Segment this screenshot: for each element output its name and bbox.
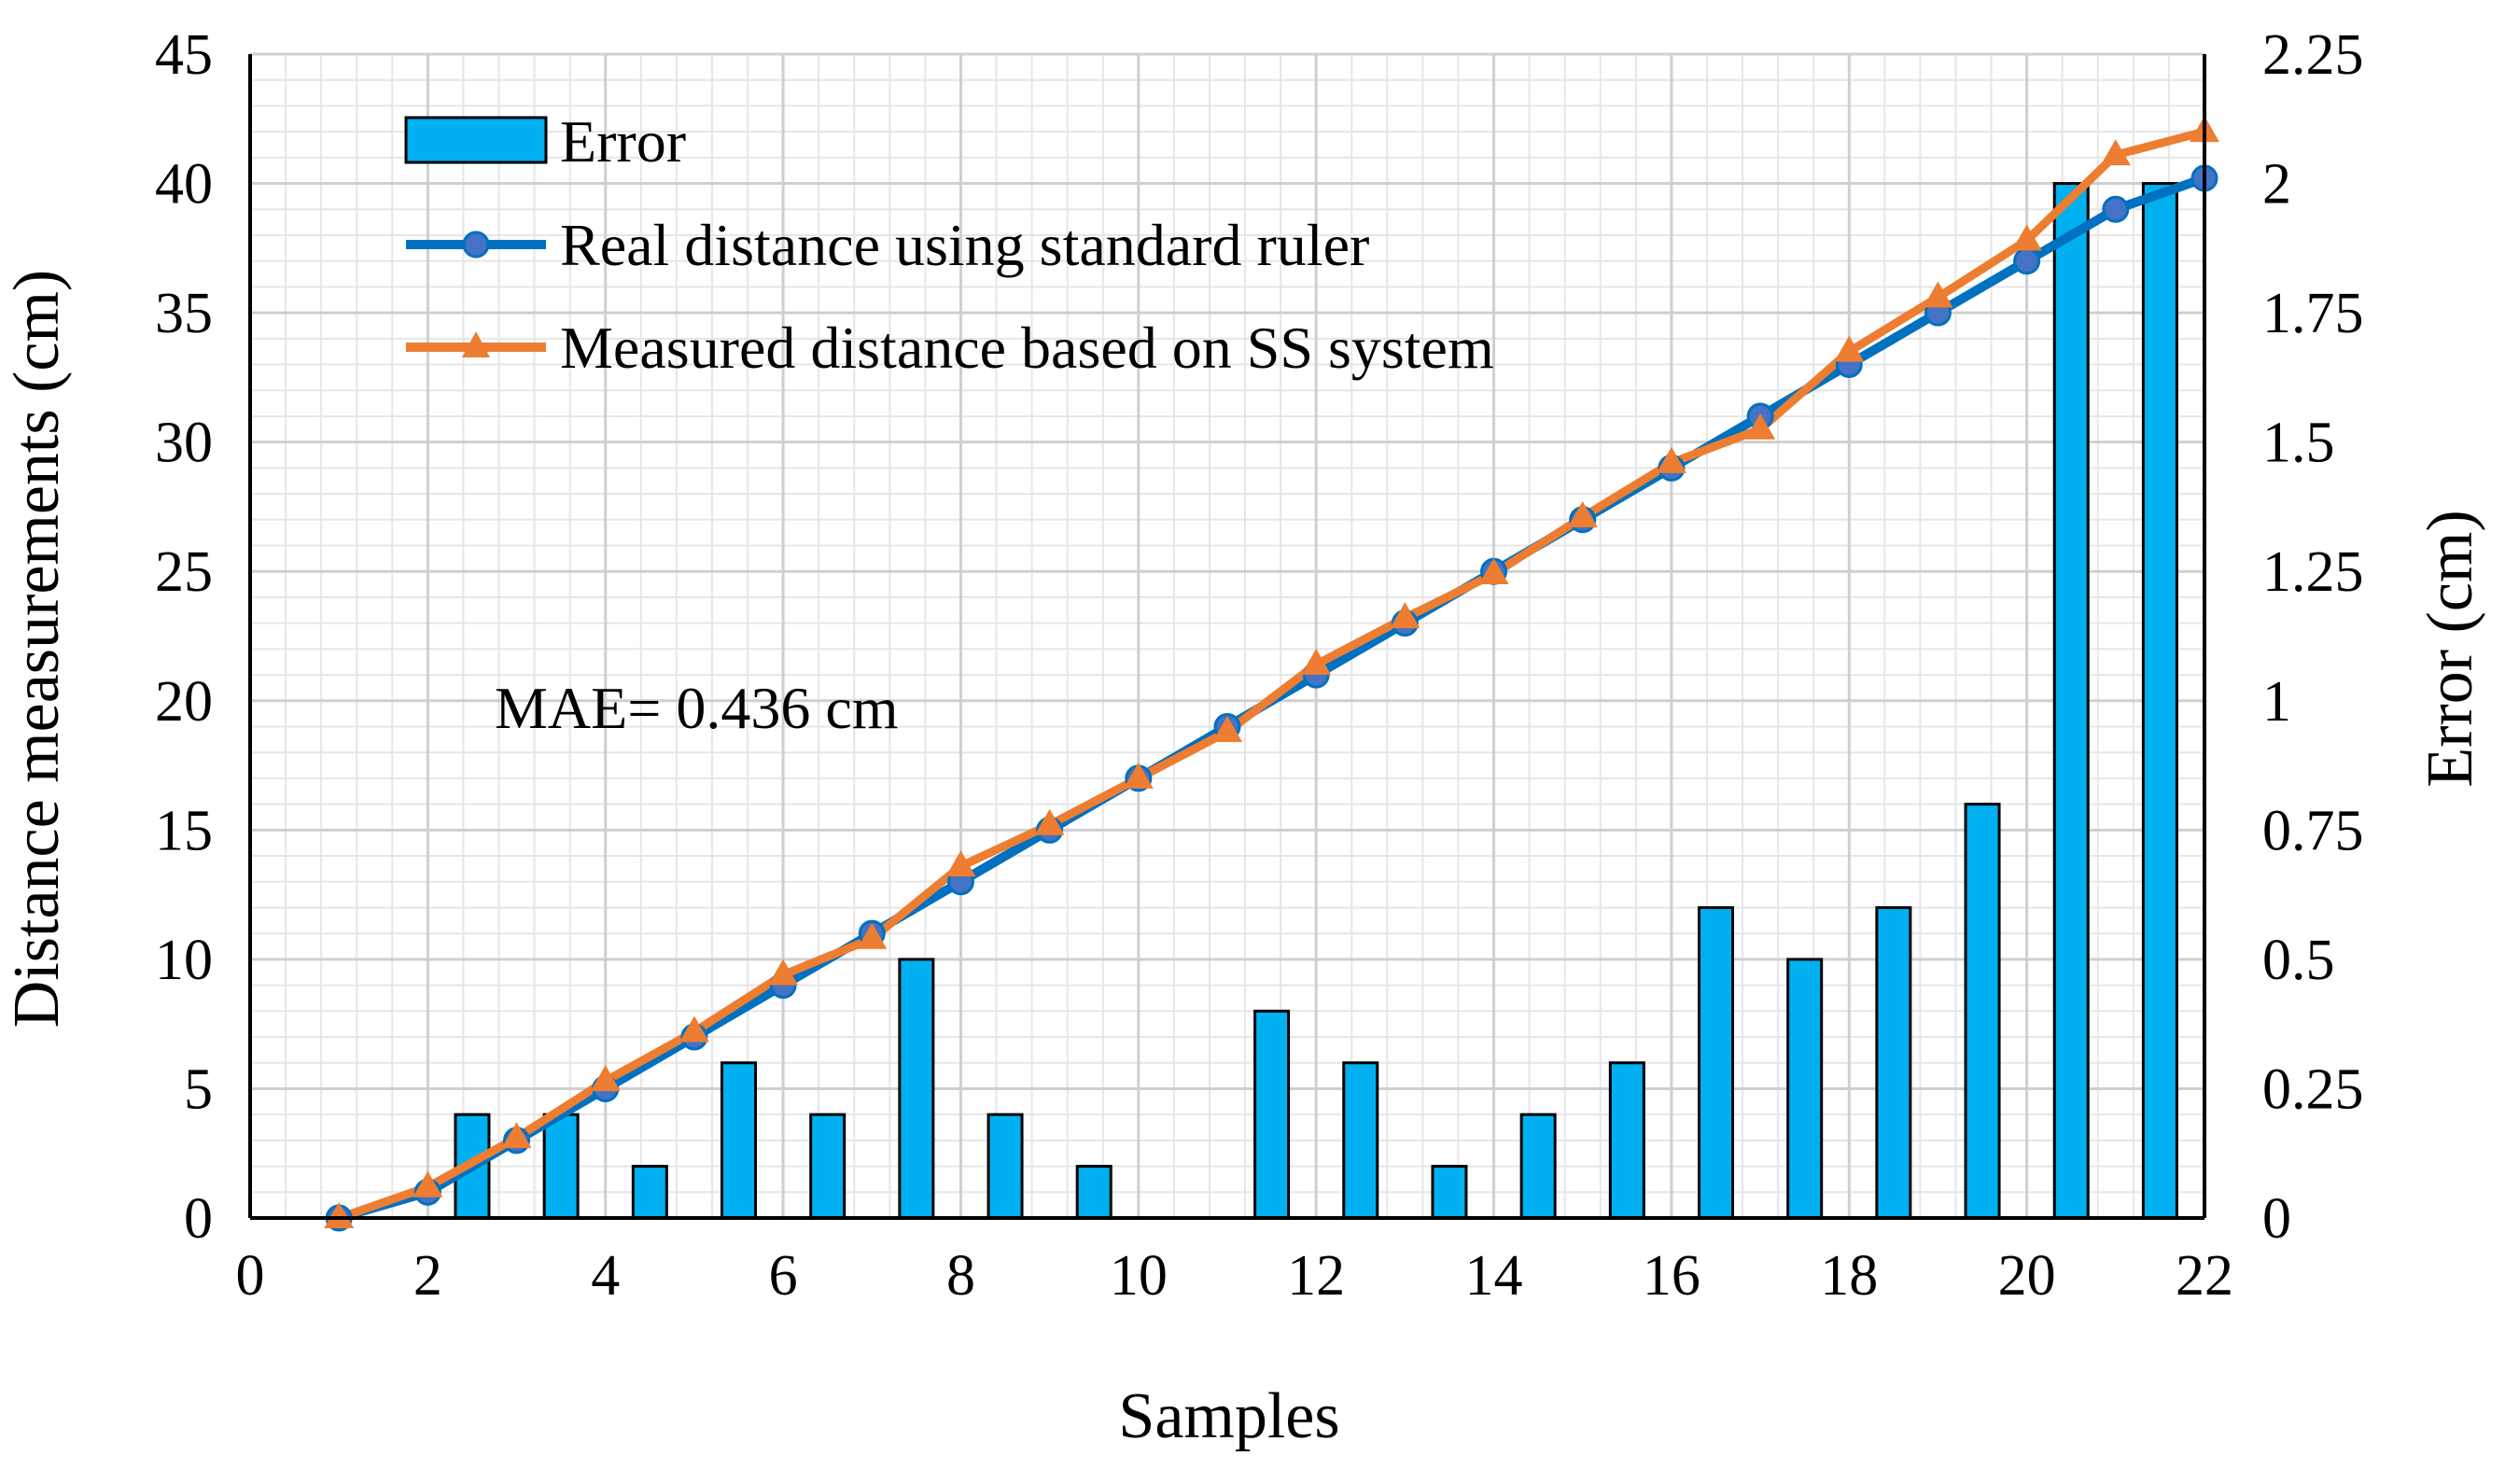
legend-swatch-error — [404, 116, 548, 164]
y-right-tick-label: 1.75 — [2262, 282, 2364, 345]
measured-distance-point — [590, 1065, 621, 1092]
measured-distance-point — [1656, 446, 1686, 473]
measured-distance-point — [945, 850, 976, 877]
y-right-tick-label: 1.25 — [2262, 540, 2364, 604]
x-tick-label: 22 — [2176, 1244, 2233, 1308]
error-bar — [542, 1113, 580, 1220]
error-bar — [898, 958, 935, 1220]
x-tick-label: 0 — [236, 1244, 265, 1308]
measured-distance-point — [413, 1170, 443, 1197]
x-tick-label: 8 — [946, 1244, 975, 1308]
x-axis-title: Samples — [1118, 1380, 1339, 1452]
y-left-tick-label: 40 — [155, 153, 213, 217]
x-tick-label: 18 — [1820, 1244, 1878, 1308]
measured-distance-point — [1745, 413, 1776, 440]
error-bar — [1342, 1061, 1379, 1220]
x-tick-label: 16 — [1643, 1244, 1700, 1308]
x-tick-label: 4 — [591, 1244, 620, 1308]
measured-distance-point — [324, 1202, 355, 1228]
error-bar — [809, 1113, 847, 1220]
measured-distance-point — [857, 922, 888, 949]
legend: Error Real distance using standard ruler… — [404, 108, 1494, 381]
measured-distance-point — [1212, 716, 1242, 743]
measured-distance-point — [1567, 501, 1598, 528]
error-bar — [1698, 905, 1734, 1220]
error-bar — [987, 1113, 1024, 1220]
x-tick-label: 6 — [769, 1244, 798, 1308]
y-left-axis-title: Distance measurements (cm) — [1, 270, 73, 1028]
measured-distance-point — [679, 1015, 709, 1043]
y-left-tick-label: 35 — [155, 282, 213, 345]
measured-distance-point — [2100, 139, 2131, 166]
y-left-tick-label: 30 — [155, 412, 213, 475]
axes — [248, 52, 2206, 1220]
error-bar — [2141, 182, 2178, 1220]
measured-distance-point — [1923, 281, 1953, 308]
error-bar — [1786, 958, 1824, 1220]
y-right-tick-label: 0.25 — [2262, 1057, 2364, 1121]
error-bar — [1431, 1165, 1468, 1220]
error-bar — [1608, 1061, 1645, 1220]
y-right-tick-label: 1 — [2262, 670, 2291, 734]
measured-distance-point — [1034, 808, 1065, 835]
measured-distance-point — [2011, 224, 2042, 251]
y-right-tick-label: 1.5 — [2262, 412, 2335, 475]
y-left-tick-label: 20 — [155, 670, 213, 734]
x-tick-label: 10 — [1110, 1244, 1168, 1308]
error-bar — [1075, 1165, 1113, 1220]
real-distance-point — [2102, 195, 2130, 223]
legend-label-measured: Measured distance based on SS system — [560, 315, 1494, 381]
y-left-tick-label: 10 — [155, 929, 213, 992]
measured-distance-point — [501, 1122, 532, 1149]
measured-distance-point — [1123, 762, 1154, 789]
error-bar — [721, 1061, 757, 1220]
measured-distance-point — [1834, 335, 1865, 362]
y-left-tick-label: 25 — [155, 540, 213, 604]
y-left-tick-label: 15 — [155, 799, 213, 862]
y-right-tick-label: 2.25 — [2262, 23, 2364, 87]
x-tick-label: 20 — [1998, 1244, 2056, 1308]
measured-distance-point — [1301, 648, 1332, 675]
x-tick-label: 12 — [1287, 1244, 1345, 1308]
legend-swatch-measured-marker — [462, 331, 490, 357]
x-tick-label: 14 — [1465, 1244, 1523, 1308]
measured-distance-point — [1390, 602, 1420, 629]
measured-distance-line — [337, 127, 2206, 1223]
error-bar — [631, 1165, 668, 1220]
measured-distance-point — [768, 959, 799, 986]
error-bar — [1875, 905, 1912, 1220]
legend-label-real: Real distance using standard ruler — [560, 212, 1369, 278]
error-bar — [2052, 182, 2090, 1220]
y-right-axis-title: Error (cm) — [2414, 510, 2486, 787]
legend-swatch-real-marker — [462, 231, 490, 259]
y-left-tick-label: 5 — [184, 1057, 213, 1121]
y-right-tick-label: 0.5 — [2262, 929, 2335, 992]
legend-label-error: Error — [560, 108, 686, 175]
error-bar — [1964, 803, 2001, 1220]
tick-labels: 0 2 4 6 8 10 12 14 16 18 20 2205101520253035404500.… — [155, 23, 2364, 1308]
error-bar — [1519, 1113, 1557, 1220]
x-tick-label: 2 — [413, 1244, 442, 1308]
y-right-tick-label: 0 — [2262, 1187, 2291, 1251]
y-left-tick-label: 45 — [155, 23, 213, 87]
y-right-tick-label: 0.75 — [2262, 799, 2364, 862]
error-bar — [1253, 1009, 1291, 1220]
real-distance-point — [2013, 247, 2041, 275]
measured-distance-point — [1478, 557, 1509, 584]
y-right-tick-label: 2 — [2262, 153, 2291, 217]
mae-annotation: MAE= 0.436 cm — [495, 675, 899, 741]
y-left-tick-label: 0 — [184, 1187, 213, 1251]
series-lines — [324, 116, 2219, 1232]
